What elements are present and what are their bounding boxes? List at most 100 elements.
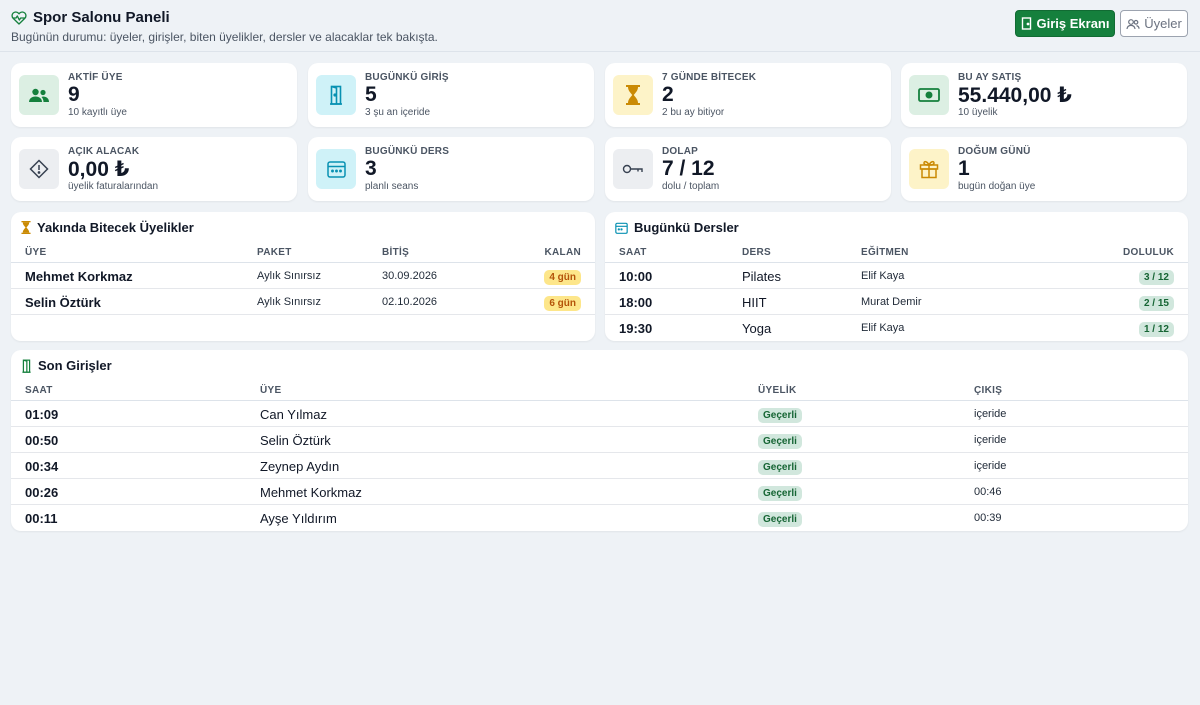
class-time: 19:30 bbox=[619, 321, 653, 336]
class-name: Pilates bbox=[742, 269, 782, 284]
members-label: Üyeler bbox=[1144, 16, 1182, 31]
column-header: ÜYE bbox=[260, 385, 282, 396]
column-header: PAKET bbox=[257, 247, 292, 258]
stat-label: DOĞUM GÜNÜ bbox=[958, 146, 1031, 157]
stat-value: 2 bbox=[662, 83, 674, 106]
stat-value: 0,00 ₺ bbox=[68, 158, 130, 181]
cash-icon bbox=[918, 88, 940, 102]
stat-card-active-members: AKTİF ÜYE 9 10 kayıtlı üye bbox=[11, 63, 297, 127]
stat-label: BUGÜNKÜ DERS bbox=[365, 146, 450, 157]
hourglass-icon bbox=[21, 221, 31, 234]
table-row[interactable]: 00:11 Ayşe Yıldırım Geçerli 00:39 bbox=[11, 505, 1188, 531]
exit-time: içeride bbox=[974, 434, 1007, 446]
table-row[interactable]: 19:30 Yoga Elif Kaya 1 / 12 bbox=[605, 315, 1188, 341]
entry-time: 00:50 bbox=[25, 433, 59, 448]
stat-icon-box bbox=[316, 75, 356, 115]
table-row[interactable]: 01:09 Can Yılmaz Geçerli içeride bbox=[11, 401, 1188, 427]
column-header: SAAT bbox=[25, 385, 53, 396]
occupancy-badge: 3 / 12 bbox=[1138, 270, 1174, 285]
warning-icon bbox=[29, 159, 49, 179]
column-header: ÜYE bbox=[25, 247, 47, 258]
column-header: ÇIKIŞ bbox=[974, 385, 1003, 396]
entry-time: 00:34 bbox=[25, 459, 59, 474]
calendar-icon bbox=[326, 161, 346, 178]
door-icon bbox=[1021, 17, 1031, 30]
exit-time: 00:46 bbox=[974, 486, 1002, 498]
member-name: Can Yılmaz bbox=[260, 407, 327, 422]
panel-title-text: Yakında Bitecek Üyelikler bbox=[37, 220, 194, 235]
class-time: 10:00 bbox=[619, 269, 653, 284]
member-name: Ayşe Yıldırım bbox=[260, 511, 337, 526]
stat-sub: 10 üyelik bbox=[958, 107, 998, 118]
exit-time: içeride bbox=[974, 460, 1007, 472]
class-name: HIIT bbox=[742, 295, 767, 310]
exit-time: içeride bbox=[974, 408, 1007, 420]
members-button[interactable]: Üyeler bbox=[1120, 10, 1188, 37]
users-icon bbox=[1126, 18, 1140, 29]
stat-icon-box bbox=[19, 149, 59, 189]
users-icon bbox=[29, 88, 49, 102]
stat-card-birthdays: DOĞUM GÜNÜ 1 bugün doğan üye bbox=[901, 137, 1187, 201]
stat-value: 9 bbox=[68, 83, 80, 106]
panel-title: Son Girişler bbox=[21, 358, 112, 373]
brand: Spor Salonu Paneli bbox=[11, 9, 170, 26]
stat-icon-box bbox=[909, 75, 949, 115]
column-header: KALAN bbox=[544, 247, 581, 258]
stat-value: 7 / 12 bbox=[662, 157, 715, 180]
occupancy-badge: 2 / 15 bbox=[1138, 296, 1174, 311]
member-name: Zeynep Aydın bbox=[260, 459, 340, 474]
stat-label: BUGÜNKÜ GİRİŞ bbox=[365, 72, 449, 83]
panel-title-text: Bugünkü Dersler bbox=[634, 220, 739, 235]
heart-pulse-icon bbox=[11, 10, 27, 25]
stat-sub: planlı seans bbox=[365, 181, 419, 192]
entry-time: 00:26 bbox=[25, 485, 59, 500]
table-row[interactable]: 10:00 Pilates Elif Kaya 3 / 12 bbox=[605, 263, 1188, 289]
panel-title-text: Son Girişler bbox=[38, 358, 112, 373]
membership-status-badge: Geçerli bbox=[758, 512, 802, 527]
member-name: Mehmet Korkmaz bbox=[260, 485, 362, 500]
trainer-name: Elif Kaya bbox=[861, 270, 905, 282]
recent-entries-panel: Son Girişler SAAT ÜYE ÜYELİK ÇIKIŞ 01:09… bbox=[11, 350, 1188, 531]
stat-icon-box bbox=[613, 75, 653, 115]
member-name: Selin Öztürk bbox=[260, 433, 331, 448]
table-row[interactable]: 00:50 Selin Öztürk Geçerli içeride bbox=[11, 427, 1188, 453]
key-icon bbox=[622, 164, 643, 174]
table-row[interactable]: 18:00 HIIT Murat Demir 2 / 15 bbox=[605, 289, 1188, 315]
stat-label: DOLAP bbox=[662, 146, 698, 157]
page-title: Spor Salonu Paneli bbox=[33, 9, 170, 26]
table-row[interactable]: Selin Öztürk Aylık Sınırsız 02.10.2026 6… bbox=[11, 289, 595, 315]
stat-label: AKTİF ÜYE bbox=[68, 72, 123, 83]
stat-label: 7 GÜNDE BİTECEK bbox=[662, 72, 757, 83]
table-row[interactable]: Mehmet Korkmaz Aylık Sınırsız 30.09.2026… bbox=[11, 263, 595, 289]
table-row[interactable]: 00:26 Mehmet Korkmaz Geçerli 00:46 bbox=[11, 479, 1188, 505]
hourglass-icon bbox=[626, 85, 640, 105]
today-classes-panel: Bugünkü Dersler SAAT DERS EĞİTMEN DOLULU… bbox=[605, 212, 1188, 341]
member-name: Mehmet Korkmaz bbox=[25, 269, 133, 284]
stat-icon-box bbox=[909, 149, 949, 189]
page-header: Spor Salonu Paneli Bugünün durumu: üyele… bbox=[0, 0, 1200, 52]
stat-label: BU AY SATIŞ bbox=[958, 72, 1022, 83]
membership-status-badge: Geçerli bbox=[758, 486, 802, 501]
member-name: Selin Öztürk bbox=[25, 295, 101, 310]
entry-time: 00:11 bbox=[25, 511, 58, 526]
class-name: Yoga bbox=[742, 321, 772, 336]
end-date: 02.10.2026 bbox=[382, 296, 438, 308]
calendar-icon bbox=[615, 222, 628, 234]
membership-status-badge: Geçerli bbox=[758, 460, 802, 475]
column-header: DERS bbox=[742, 247, 771, 258]
stat-card-monthly-sales: BU AY SATIŞ 55.440,00 ₺ 10 üyelik bbox=[901, 63, 1187, 127]
gift-icon bbox=[919, 160, 939, 179]
membership-status-badge: Geçerli bbox=[758, 434, 802, 449]
stat-value: 55.440,00 ₺ bbox=[958, 84, 1072, 107]
membership-status-badge: Geçerli bbox=[758, 408, 802, 423]
column-header: EĞİTMEN bbox=[861, 247, 909, 258]
table-row[interactable]: 00:34 Zeynep Aydın Geçerli içeride bbox=[11, 453, 1188, 479]
table-header: SAAT ÜYE ÜYELİK ÇIKIŞ bbox=[11, 379, 1188, 401]
stat-sub: 3 şu an içeride bbox=[365, 107, 431, 118]
stat-icon-box bbox=[19, 75, 59, 115]
package-name: Aylık Sınırsız bbox=[257, 270, 321, 282]
end-date: 30.09.2026 bbox=[382, 270, 438, 282]
days-left-badge: 6 gün bbox=[544, 296, 581, 311]
entry-screen-button[interactable]: Giriş Ekranı bbox=[1015, 10, 1115, 37]
expiring-memberships-panel: Yakında Bitecek Üyelikler ÜYE PAKET BİTİ… bbox=[11, 212, 595, 341]
